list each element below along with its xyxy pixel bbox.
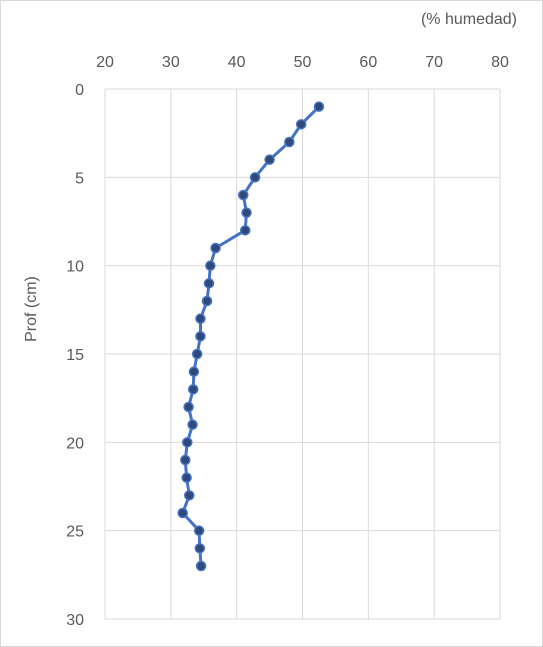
data-point xyxy=(193,525,205,536)
data-point xyxy=(201,295,213,307)
x-axis-ticks: 20 30 40 50 60 70 80 xyxy=(96,54,509,71)
data-point xyxy=(195,331,206,342)
data-point xyxy=(195,313,206,324)
data-point xyxy=(295,119,307,130)
gridlines xyxy=(104,88,501,620)
data-point xyxy=(249,172,261,183)
data-point xyxy=(183,401,194,413)
data-point xyxy=(313,101,325,112)
data-point xyxy=(187,384,199,395)
data-point xyxy=(184,490,195,501)
data-point xyxy=(241,207,252,218)
x-tick-label: 50 xyxy=(294,54,312,71)
y-axis-title: Prof (cm) xyxy=(23,276,40,342)
data-point xyxy=(180,454,191,466)
data-point xyxy=(181,472,192,483)
data-point xyxy=(210,242,221,254)
x-tick-label: 60 xyxy=(359,54,377,71)
data-point xyxy=(205,260,216,271)
y-tick-label: 5 xyxy=(75,170,84,187)
data-point xyxy=(239,225,251,236)
data-point xyxy=(187,419,198,430)
x-tick-label: 80 xyxy=(491,54,509,71)
y-tick-label: 20 xyxy=(66,435,84,452)
data-point xyxy=(284,136,295,148)
x-tick-label: 30 xyxy=(162,54,180,71)
data-point xyxy=(182,437,193,448)
data-point xyxy=(238,189,249,201)
x-tick-label: 40 xyxy=(228,54,246,71)
data-point xyxy=(203,278,215,289)
data-point xyxy=(264,154,275,165)
data-point xyxy=(188,366,200,377)
y-tick-label: 15 xyxy=(66,347,84,364)
y-tick-label: 30 xyxy=(66,612,84,629)
data-point xyxy=(195,560,207,572)
series-group xyxy=(177,101,325,572)
data-point xyxy=(194,543,206,554)
x-tick-label: 70 xyxy=(425,54,443,71)
y-tick-label: 10 xyxy=(66,259,84,276)
x-tick-label: 20 xyxy=(96,54,114,71)
data-point xyxy=(191,348,203,360)
y-tick-label: 0 xyxy=(75,82,84,99)
y-tick-label: 25 xyxy=(66,524,84,541)
x-axis-title: (% humedad) xyxy=(421,11,517,28)
data-point xyxy=(177,507,188,519)
y-axis-ticks: 0 5 10 15 20 25 30 xyxy=(66,82,84,629)
